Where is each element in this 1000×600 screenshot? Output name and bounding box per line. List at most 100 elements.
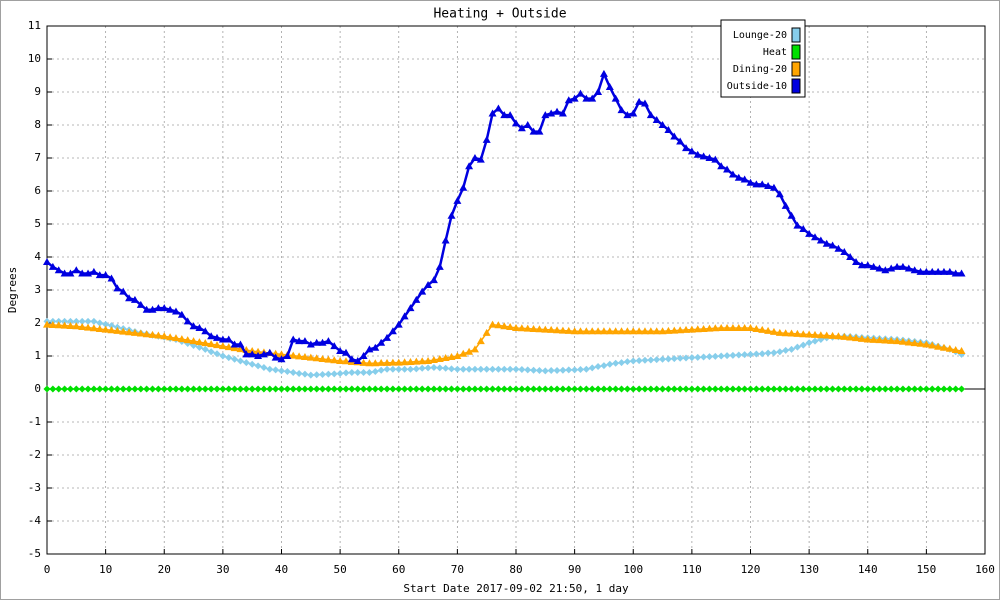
marker xyxy=(506,385,514,393)
marker xyxy=(822,331,831,339)
marker xyxy=(829,385,837,393)
marker xyxy=(102,385,110,393)
marker xyxy=(277,355,286,363)
marker xyxy=(945,267,954,275)
marker xyxy=(881,336,890,344)
marker xyxy=(758,325,767,333)
marker xyxy=(530,366,538,374)
marker xyxy=(782,385,790,393)
marker xyxy=(699,324,708,332)
marker xyxy=(324,385,332,393)
marker xyxy=(664,355,672,363)
marker xyxy=(705,385,713,393)
marker xyxy=(436,385,444,393)
marker xyxy=(395,365,403,373)
y-tick-label: 3 xyxy=(34,283,41,296)
marker xyxy=(529,324,538,332)
marker xyxy=(148,330,157,338)
marker xyxy=(306,353,315,361)
marker xyxy=(101,325,110,333)
marker xyxy=(219,352,227,360)
marker xyxy=(406,385,414,393)
marker xyxy=(242,359,250,367)
marker xyxy=(893,385,901,393)
marker xyxy=(107,385,115,393)
marker xyxy=(195,323,204,331)
marker xyxy=(764,385,772,393)
marker xyxy=(248,360,256,368)
marker xyxy=(465,347,474,355)
marker xyxy=(588,327,597,335)
y-tick-label: 5 xyxy=(34,217,41,230)
marker xyxy=(471,365,479,373)
marker xyxy=(49,385,57,393)
marker xyxy=(429,276,438,284)
marker xyxy=(494,104,503,112)
marker xyxy=(764,349,772,357)
marker xyxy=(266,365,274,373)
marker xyxy=(682,325,691,333)
marker xyxy=(60,321,69,329)
marker xyxy=(951,269,960,277)
marker xyxy=(424,385,432,393)
marker xyxy=(78,317,86,325)
marker xyxy=(183,317,192,325)
marker xyxy=(113,284,122,292)
marker xyxy=(564,326,573,334)
marker xyxy=(260,385,268,393)
marker xyxy=(482,328,491,336)
x-axis-label: Start Date 2017-09-02 21:50, 1 day xyxy=(403,582,629,595)
marker xyxy=(476,337,485,345)
marker xyxy=(688,385,696,393)
marker xyxy=(787,211,796,219)
marker xyxy=(863,261,872,269)
marker xyxy=(617,327,626,335)
marker xyxy=(236,385,244,393)
marker xyxy=(295,369,303,377)
marker xyxy=(524,385,532,393)
marker xyxy=(512,365,520,373)
marker xyxy=(277,350,286,358)
marker xyxy=(412,365,420,373)
marker xyxy=(535,385,543,393)
marker xyxy=(424,281,433,289)
marker xyxy=(752,324,761,332)
marker xyxy=(78,385,86,393)
marker xyxy=(728,323,737,331)
marker xyxy=(916,267,925,275)
y-tick-label: 4 xyxy=(34,250,41,263)
x-tick-label: 0 xyxy=(44,563,51,576)
marker xyxy=(483,365,491,373)
marker xyxy=(300,352,309,360)
marker xyxy=(348,385,356,393)
marker xyxy=(354,369,362,376)
y-tick-label: -4 xyxy=(28,514,42,527)
marker xyxy=(922,340,931,348)
marker xyxy=(605,327,614,335)
marker xyxy=(137,385,145,393)
marker xyxy=(477,365,485,373)
marker xyxy=(489,365,497,373)
marker xyxy=(699,152,708,160)
marker xyxy=(723,165,732,173)
marker xyxy=(787,329,796,337)
marker xyxy=(887,336,896,344)
marker xyxy=(171,307,180,315)
marker xyxy=(870,385,878,393)
marker xyxy=(764,182,773,190)
marker xyxy=(371,385,379,393)
marker xyxy=(652,116,661,124)
marker xyxy=(629,109,638,117)
marker xyxy=(177,310,186,318)
marker xyxy=(600,385,608,393)
marker xyxy=(324,337,333,345)
marker xyxy=(588,385,596,393)
marker xyxy=(412,357,421,365)
marker xyxy=(342,385,350,393)
marker xyxy=(248,350,257,358)
marker xyxy=(119,327,128,335)
marker xyxy=(154,385,162,393)
marker xyxy=(711,155,720,163)
x-tick-label: 80 xyxy=(509,563,522,576)
marker xyxy=(852,385,860,393)
